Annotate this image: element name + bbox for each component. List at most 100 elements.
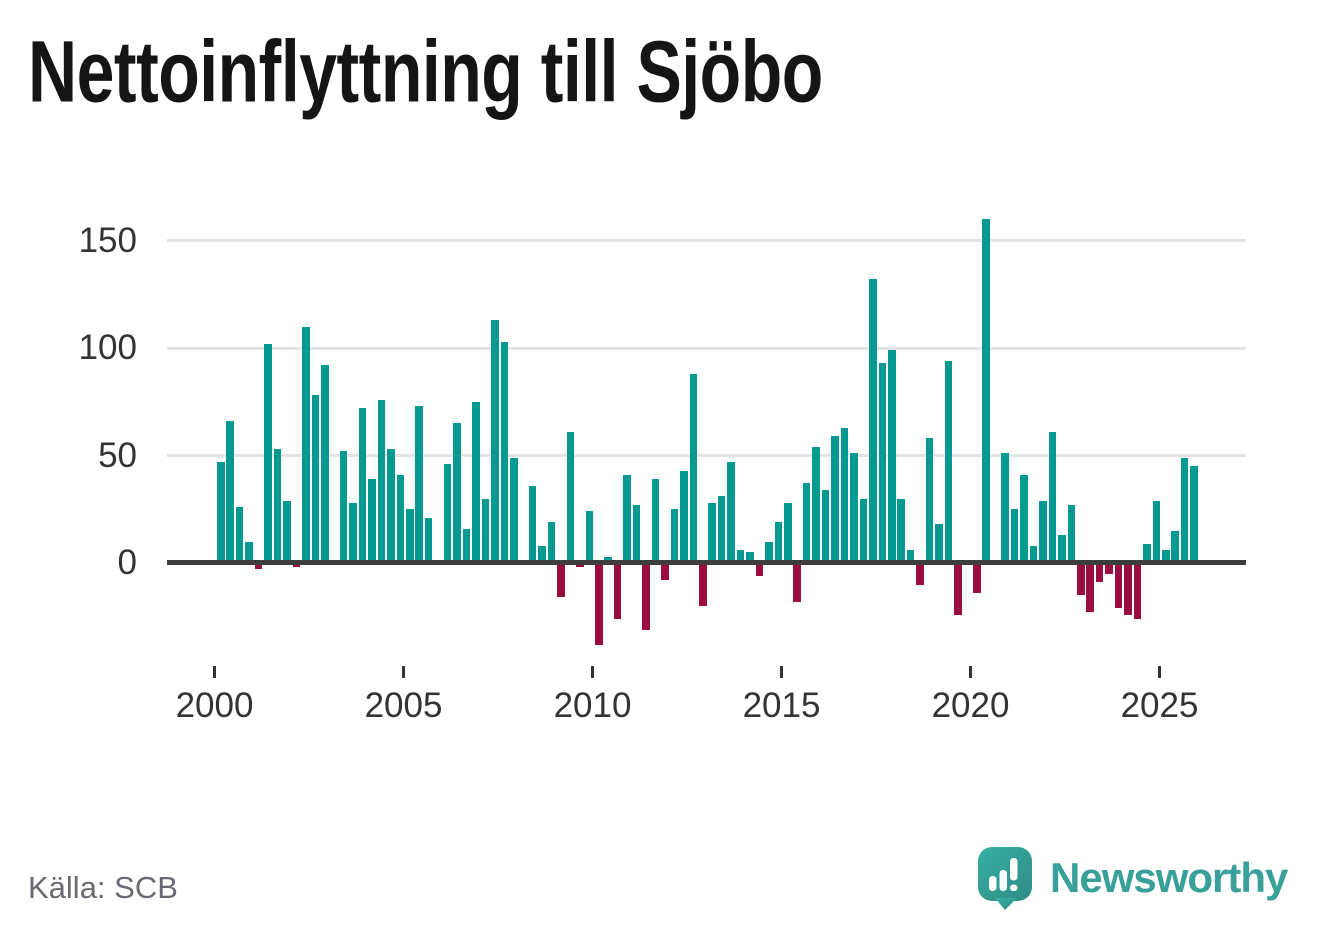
bar-2014-Q4 [774, 522, 783, 563]
bar-2015-Q4 [812, 446, 820, 563]
bar-2013-Q3 [727, 461, 735, 563]
bar-2013-Q1 [708, 502, 716, 563]
bar-2013-Q4 [736, 550, 745, 563]
bar-2022-Q1 [1048, 431, 1057, 563]
bar-2000-Q3 [235, 507, 244, 563]
bar-2018-Q1 [897, 498, 905, 563]
x-axis-label-2005: 2005 [364, 686, 443, 725]
bar-2001-Q4 [283, 500, 291, 563]
newsworthy-logo: Newsworthy [978, 846, 1288, 910]
bar-2007-Q3 [500, 341, 509, 563]
bar-2002-Q4 [320, 365, 329, 563]
bar-2014-Q2 [755, 563, 764, 576]
x-axis-label-2000: 2000 [175, 686, 254, 725]
y-axis-label-50: 50 [98, 435, 137, 475]
x-axis-tick-2015 [779, 666, 784, 678]
bar-2010-Q3 [613, 563, 622, 619]
bar-2011-Q4 [661, 563, 669, 581]
x-axis-tick-2020 [968, 666, 973, 678]
bar-2010-Q1 [595, 563, 603, 645]
bar-2010-Q2 [604, 556, 613, 563]
bar-2022-Q2 [1058, 535, 1066, 563]
bar-2005-Q2 [415, 406, 424, 563]
bar-2024-Q1 [1124, 563, 1132, 615]
bar-2001-Q1 [254, 563, 263, 570]
bar-2011-Q3 [651, 479, 660, 563]
bar-2021-Q3 [1029, 545, 1038, 563]
bar-2000-Q2 [226, 421, 235, 563]
bar-2025-Q1 [1162, 550, 1170, 563]
bar-2025-Q3 [1180, 457, 1189, 563]
bar-2011-Q2 [642, 563, 650, 630]
bar-2000-Q4 [245, 541, 253, 563]
bar-2014-Q1 [746, 552, 754, 563]
bar-2017-Q1 [859, 498, 868, 563]
x-axis-zero-line [167, 560, 1246, 565]
bar-2002-Q2 [302, 326, 310, 563]
bar-2013-Q2 [717, 496, 726, 563]
bar-2016-Q3 [840, 427, 849, 563]
bar-2012-Q2 [680, 470, 688, 563]
bar-2020-Q4 [1001, 453, 1009, 563]
x-axis-label-2010: 2010 [553, 686, 632, 725]
bar-2006-Q1 [443, 464, 452, 563]
bar-2023-Q4 [1114, 563, 1123, 609]
bar-2016-Q4 [850, 453, 858, 563]
bar-2024-Q4 [1152, 500, 1161, 563]
bar-2021-Q4 [1039, 500, 1047, 563]
bar-2001-Q2 [264, 343, 272, 563]
bar-2017-Q2 [869, 279, 877, 563]
x-axis-label-2020: 2020 [931, 686, 1010, 725]
bar-2004-Q3 [387, 449, 395, 563]
x-axis-tick-2010 [590, 666, 595, 678]
bar-2004-Q4 [396, 474, 405, 563]
bar-2009-Q2 [566, 431, 575, 563]
bar-2025-Q2 [1171, 530, 1180, 563]
bar-2003-Q3 [349, 502, 357, 563]
chart-title: Nettoinflyttning till Sjöbo [28, 23, 823, 121]
bar-2009-Q3 [576, 563, 584, 568]
x-axis-tick-2005 [401, 666, 406, 678]
bar-2007-Q4 [509, 457, 518, 563]
bar-2009-Q4 [585, 511, 594, 563]
y-axis-label-0: 0 [117, 543, 137, 582]
x-axis-label-2025: 2025 [1120, 686, 1199, 725]
bar-2005-Q1 [406, 509, 414, 563]
bar-2019-Q3 [954, 563, 962, 615]
bar-2001-Q3 [273, 449, 282, 563]
bar-2011-Q1 [632, 504, 641, 563]
bar-2015-Q2 [793, 563, 802, 602]
y-axis-label-100: 100 [78, 328, 137, 367]
bar-2016-Q1 [821, 489, 830, 563]
bar-2002-Q3 [311, 395, 320, 563]
bar-2003-Q2 [339, 451, 348, 563]
bar-2017-Q4 [887, 350, 896, 563]
bar-2022-Q4 [1076, 563, 1085, 596]
bar-2004-Q2 [377, 399, 386, 563]
bar-2020-Q1 [973, 563, 981, 594]
bar-2006-Q2 [453, 423, 461, 563]
gridline-50 [167, 454, 1246, 457]
bar-2025-Q4 [1190, 466, 1198, 563]
x-axis-tick-2025 [1157, 666, 1162, 678]
bar-2018-Q3 [916, 563, 924, 585]
bar-2019-Q2 [944, 360, 953, 563]
bar-2012-Q4 [698, 563, 707, 606]
bar-2003-Q4 [358, 408, 367, 563]
bar-2007-Q1 [481, 498, 490, 563]
bar-2007-Q2 [491, 320, 499, 563]
bar-2023-Q3 [1105, 563, 1113, 574]
bar-2024-Q3 [1143, 543, 1151, 563]
bar-2008-Q4 [547, 522, 556, 563]
bar-2018-Q4 [925, 438, 934, 563]
x-axis-label-2015: 2015 [742, 686, 821, 725]
bar-2023-Q2 [1095, 563, 1104, 583]
bar-2002-Q1 [292, 563, 301, 568]
bar-2017-Q3 [878, 363, 887, 563]
bar-2024-Q2 [1133, 563, 1142, 619]
bar-2009-Q1 [557, 563, 565, 598]
bar-2023-Q1 [1086, 563, 1094, 613]
speech-bubble-bar-chart-icon [978, 846, 1032, 910]
bar-2020-Q2 [982, 219, 991, 563]
